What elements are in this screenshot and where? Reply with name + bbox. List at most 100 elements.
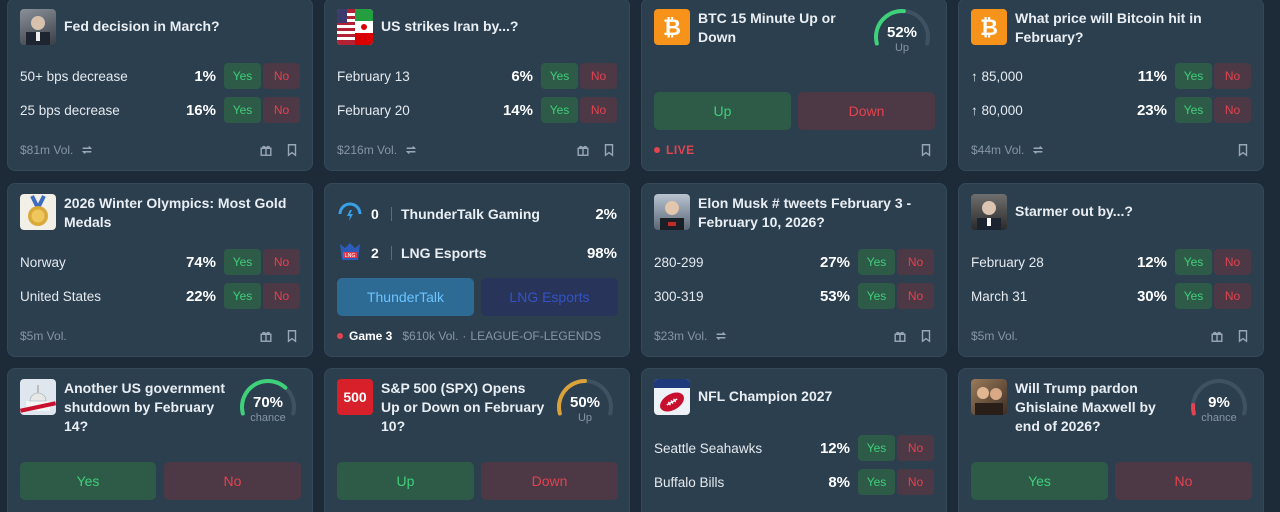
outcome-label: February 13: [337, 68, 410, 84]
market-card-starmer[interactable]: Starmer out by...? February 28 12% Yes N…: [958, 183, 1264, 357]
bitcoin-icon: ₿: [971, 9, 1007, 45]
market-title[interactable]: Another US government shutdown by Februa…: [64, 380, 226, 434]
no-button[interactable]: No: [897, 249, 934, 275]
chance-label: chance: [1201, 412, 1237, 424]
market-card-shutdown[interactable]: Another US government shutdown by Februa…: [7, 368, 313, 512]
gift-icon[interactable]: [1209, 328, 1225, 344]
up-button[interactable]: Up: [337, 462, 474, 500]
market-title[interactable]: Elon Musk # tweets February 3 - February…: [698, 195, 912, 230]
outcome-label: ↑ 85,000: [971, 68, 1023, 84]
yes-button[interactable]: Yes: [541, 63, 578, 89]
market-card-olympics[interactable]: 2026 Winter Olympics: Most Gold Medals N…: [7, 183, 313, 357]
gift-icon[interactable]: [892, 328, 908, 344]
no-button[interactable]: No: [897, 469, 934, 495]
no-button[interactable]: No: [580, 63, 617, 89]
gift-icon[interactable]: [258, 328, 274, 344]
no-button[interactable]: No: [263, 63, 300, 89]
live-indicator: LIVE: [654, 143, 695, 157]
no-button[interactable]: No: [1115, 462, 1252, 500]
market-card-spx[interactable]: 500 S&P 500 (SPX) Opens Up or Down on Fe…: [324, 368, 630, 512]
thundertalk-logo-icon: [337, 201, 363, 227]
yes-button[interactable]: Yes: [224, 63, 261, 89]
outcome-percent: 53%: [819, 287, 850, 305]
gauge-fill: [557, 379, 587, 416]
yes-button[interactable]: Yes: [541, 97, 578, 123]
no-button[interactable]: No: [580, 97, 617, 123]
svg-text:LNG: LNG: [345, 253, 356, 259]
market-card-iran[interactable]: US strikes Iran by...? February 13 6% Ye…: [324, 0, 630, 171]
no-button[interactable]: No: [263, 283, 300, 309]
yes-button[interactable]: Yes: [971, 462, 1108, 500]
down-button[interactable]: Down: [481, 462, 618, 500]
market-card-nfl[interactable]: NFL Champion 2027 Seattle Seahawks 12% Y…: [641, 368, 947, 512]
no-button[interactable]: No: [1214, 283, 1251, 309]
bookmark-icon[interactable]: [1235, 328, 1251, 344]
yes-button[interactable]: Yes: [1175, 97, 1212, 123]
yes-button[interactable]: Yes: [20, 462, 156, 500]
bookmark-icon[interactable]: [1235, 142, 1251, 158]
yes-button[interactable]: Yes: [224, 283, 261, 309]
outcome-row: February 13 6% Yes No: [337, 63, 617, 89]
card-footer: $216m Vol.: [337, 142, 617, 158]
bookmark-icon[interactable]: [601, 142, 617, 158]
market-title[interactable]: Starmer out by...?: [1015, 203, 1133, 219]
market-card-esports[interactable]: 0 ThunderTalk Gaming 2% LNG 2 LNG Esport…: [324, 183, 630, 357]
team-row: LNG 2 LNG Esports 98%: [337, 239, 617, 267]
live-dot-icon: [337, 333, 343, 339]
outcome-percent: 12%: [819, 439, 850, 457]
sp500-logo-icon: 500: [337, 379, 373, 415]
card-footer: Game 3 $610k Vol. · LEAGUE-OF-LEGENDS: [337, 328, 617, 344]
bookmark-icon[interactable]: [918, 142, 934, 158]
bookmark-icon[interactable]: [918, 328, 934, 344]
team-a-button[interactable]: ThunderTalk: [337, 278, 474, 316]
outcome-percent: 12%: [1136, 253, 1167, 271]
yes-button[interactable]: Yes: [1175, 249, 1212, 275]
market-card-btcfeb[interactable]: ₿ What price will Bitcoin hit in Februar…: [958, 0, 1264, 171]
down-button[interactable]: Down: [798, 92, 935, 130]
market-card-trump[interactable]: Will Trump pardon Ghislaine Maxwell by e…: [958, 368, 1264, 512]
gauge-fill: [1191, 403, 1196, 416]
volume-text: $44m Vol.: [971, 143, 1025, 157]
gift-icon[interactable]: [258, 142, 274, 158]
market-title[interactable]: NFL Champion 2027: [698, 388, 833, 404]
yes-button[interactable]: Yes: [858, 469, 895, 495]
no-button[interactable]: No: [164, 462, 301, 500]
no-button[interactable]: No: [1214, 249, 1251, 275]
no-button[interactable]: No: [263, 97, 300, 123]
yes-button[interactable]: Yes: [1175, 63, 1212, 89]
chance-label: chance: [250, 412, 286, 424]
market-title[interactable]: BTC 15 Minute Up or Down: [698, 10, 836, 45]
team-b-button[interactable]: LNG Esports: [481, 278, 618, 316]
yes-button[interactable]: Yes: [224, 249, 261, 275]
bookmark-icon[interactable]: [284, 142, 300, 158]
volume-text: $23m Vol.: [654, 329, 708, 343]
market-title[interactable]: What price will Bitcoin hit in February?: [1015, 10, 1202, 45]
market-title[interactable]: S&P 500 (SPX) Opens Up or Down on Februa…: [381, 380, 545, 434]
gift-icon[interactable]: [575, 142, 591, 158]
yes-button[interactable]: Yes: [858, 283, 895, 309]
no-button[interactable]: No: [897, 283, 934, 309]
no-button[interactable]: No: [1214, 63, 1251, 89]
yes-button[interactable]: Yes: [858, 249, 895, 275]
market-card-musk[interactable]: Elon Musk # tweets February 3 - February…: [641, 183, 947, 357]
market-title[interactable]: US strikes Iran by...?: [381, 18, 519, 34]
no-button[interactable]: No: [897, 435, 934, 461]
market-card-fed[interactable]: Fed decision in March? 50+ bps decrease …: [7, 0, 313, 171]
no-button[interactable]: No: [263, 249, 300, 275]
yes-button[interactable]: Yes: [1175, 283, 1212, 309]
up-button[interactable]: Up: [654, 92, 791, 130]
market-title[interactable]: Fed decision in March?: [64, 18, 220, 34]
market-card-btc15[interactable]: ₿ BTC 15 Minute Up or Down 52% Up Up Dow…: [641, 0, 947, 171]
market-title[interactable]: 2026 Winter Olympics: Most Gold Medals: [64, 195, 287, 230]
outcome-percent: 22%: [185, 287, 216, 305]
yes-button[interactable]: Yes: [224, 97, 261, 123]
market-title[interactable]: Will Trump pardon Ghislaine Maxwell by e…: [1015, 380, 1156, 434]
outcome-row: 25 bps decrease 16% Yes No: [20, 97, 300, 123]
chance-value: 52%: [886, 24, 918, 41]
no-button[interactable]: No: [1214, 97, 1251, 123]
elon-musk-avatar: [654, 194, 690, 230]
outcome-row: February 28 12% Yes No: [971, 249, 1251, 275]
bookmark-icon[interactable]: [284, 328, 300, 344]
yes-button[interactable]: Yes: [858, 435, 895, 461]
gauge-fill: [240, 379, 288, 416]
